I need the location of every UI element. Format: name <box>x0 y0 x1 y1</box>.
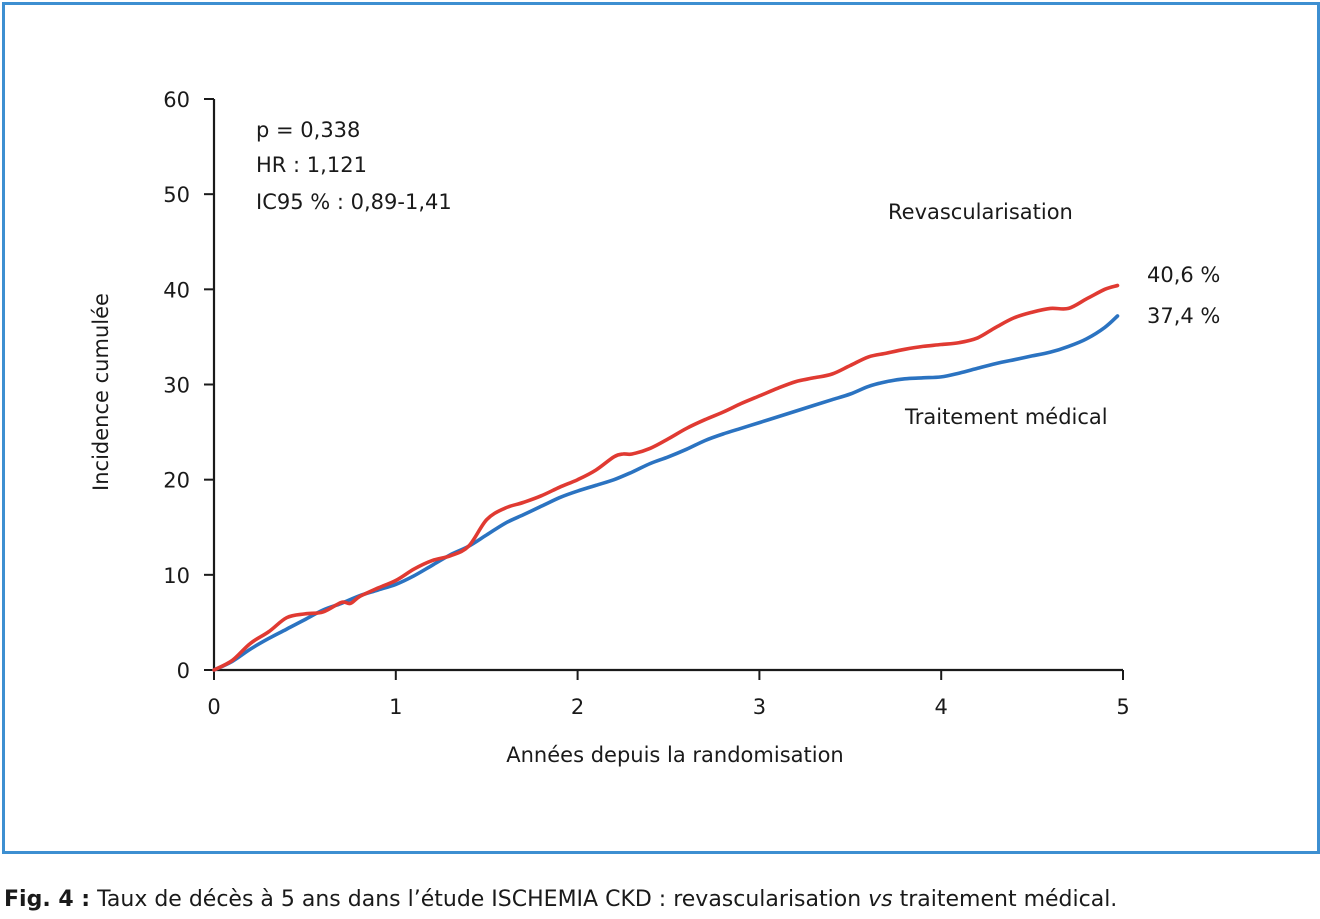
stats-block: p = 0,338 HR : 1,121 IC95 % : 0,89-1,41 <box>256 118 452 214</box>
x-tick-label: 4 <box>935 695 948 719</box>
stat-confidence-interval: IC95 % : 0,89-1,41 <box>256 190 452 214</box>
x-tick-label: 1 <box>389 695 402 719</box>
y-tick-label: 20 <box>163 469 190 493</box>
series-label-revascularisation: Revascularisation <box>888 200 1073 224</box>
x-axis-title: Années depuis la randomisation <box>506 743 843 767</box>
x-tick-label: 5 <box>1116 695 1129 719</box>
end-value-revascularisation: 40,6 % <box>1147 263 1220 287</box>
caption-italic: vs <box>868 887 893 912</box>
y-tick-label: 30 <box>163 374 190 398</box>
x-tick-label: 2 <box>571 695 584 719</box>
caption-text-end: traitement médical. <box>892 887 1118 912</box>
y-tick-label: 40 <box>163 278 190 302</box>
caption-text: Taux de décès à 5 ans dans l’étude ISCHE… <box>90 887 869 912</box>
series-label-medical: Traitement médical <box>904 405 1108 429</box>
figure-caption: Fig. 4 : Taux de décès à 5 ans dans l’ét… <box>4 887 1117 912</box>
x-tick-label: 0 <box>207 695 220 719</box>
end-value-medical: 37,4 % <box>1147 304 1220 328</box>
stat-p-value: p = 0,338 <box>256 118 360 142</box>
y-tick-label: 60 <box>163 88 190 112</box>
y-tick-label: 10 <box>163 564 190 588</box>
figure-frame <box>2 2 1320 854</box>
series-line-revascularisation <box>212 283 1120 672</box>
y-axis-title: Incidence cumulée <box>89 293 113 491</box>
series-line-medical <box>212 314 1120 672</box>
stat-hazard-ratio: HR : 1,121 <box>256 153 367 177</box>
axes: 0 10 20 30 40 50 60 0 1 2 3 4 5 <box>163 88 1129 719</box>
y-tick-label: 50 <box>163 183 190 207</box>
caption-label: Fig. 4 : <box>4 887 91 912</box>
series-layer <box>212 283 1120 672</box>
y-tick-label: 0 <box>177 659 190 683</box>
x-tick-label: 3 <box>753 695 766 719</box>
